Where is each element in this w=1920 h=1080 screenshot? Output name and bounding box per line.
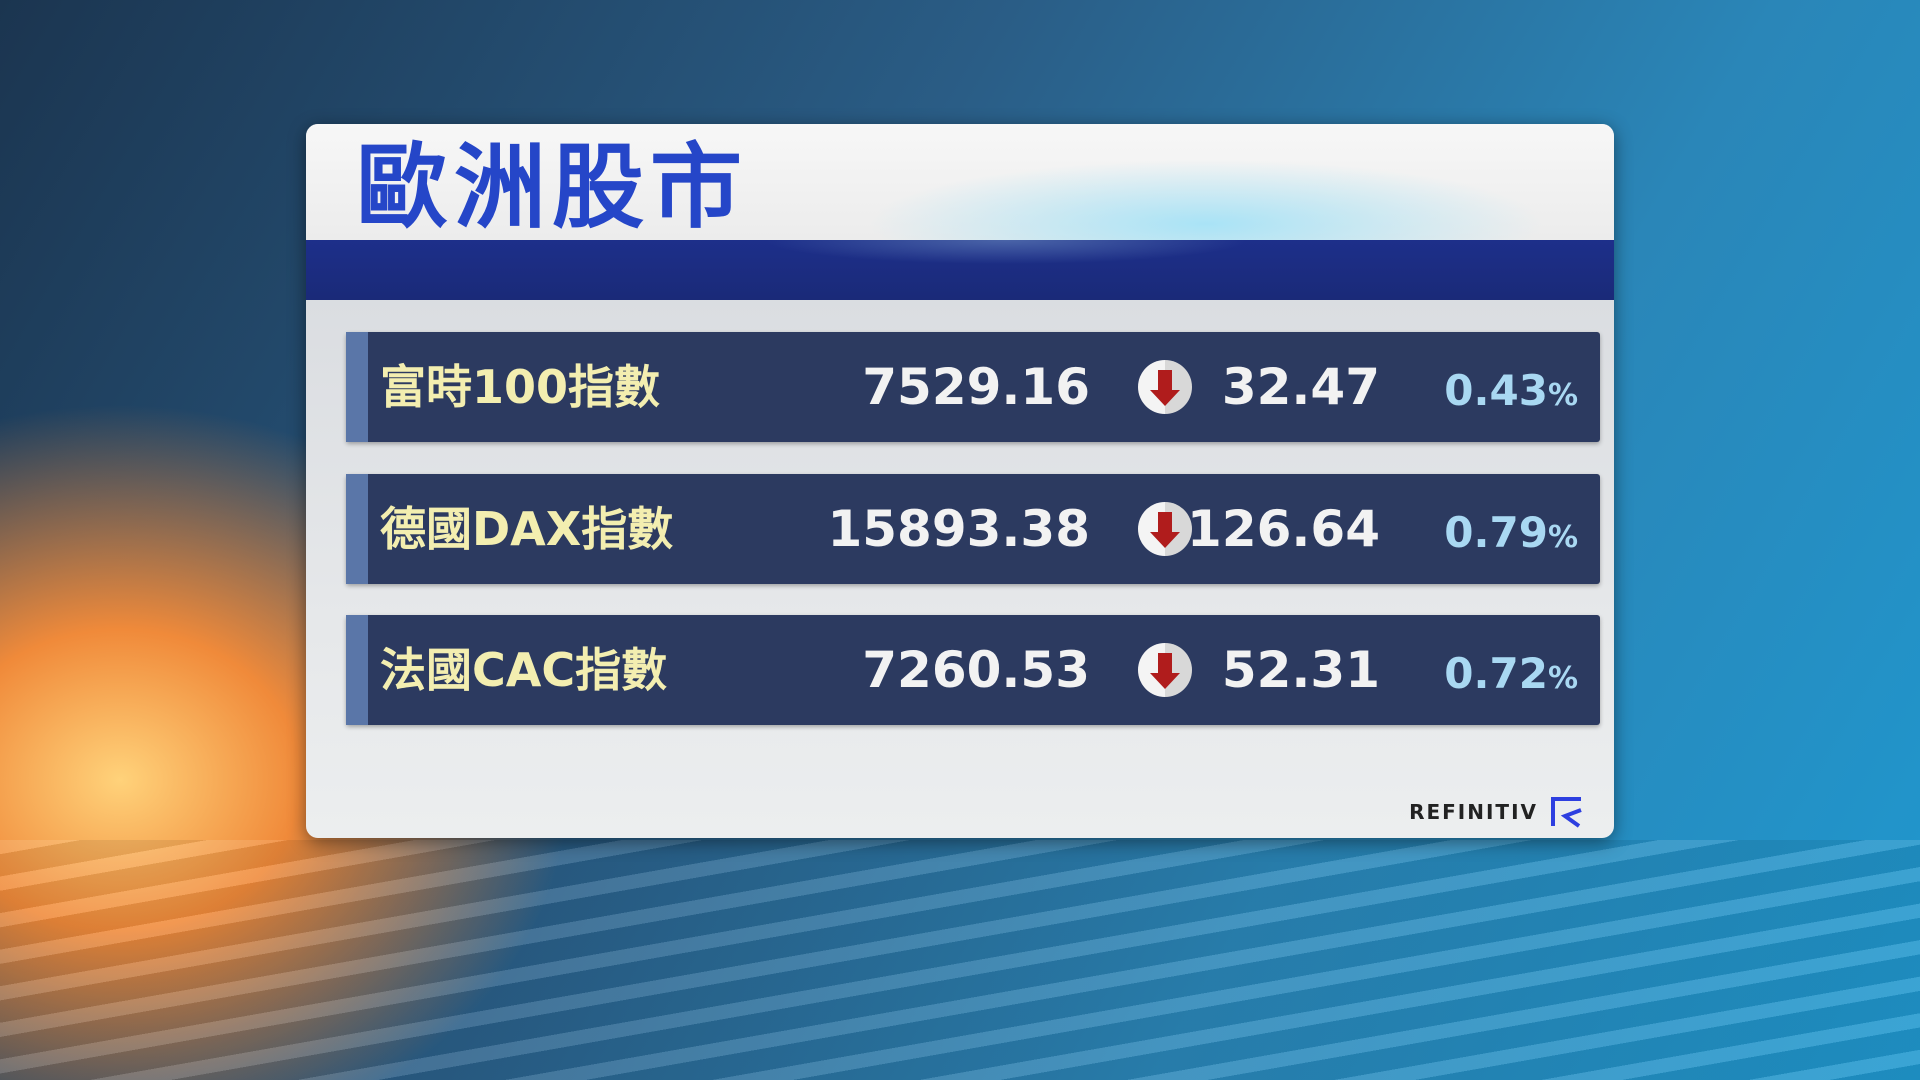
title-underline-band xyxy=(306,240,1614,300)
index-change: 52.31 xyxy=(1221,641,1380,699)
index-name: 富時100指數 xyxy=(380,360,661,414)
row-accent xyxy=(346,615,368,725)
market-panel: 歐洲股市 富時100指數 7529.16 32.47 0.43% 德國DAX指數… xyxy=(306,124,1614,838)
row-accent xyxy=(346,474,368,584)
title-band: 歐洲股市 xyxy=(306,124,1614,240)
percent-sign: % xyxy=(1547,661,1578,696)
source-logo: REFINITIV xyxy=(1409,796,1584,828)
index-percent: 0.72% xyxy=(1444,647,1578,706)
down-arrow-icon xyxy=(1138,643,1192,697)
index-value: 7260.53 xyxy=(862,641,1090,699)
percent-value: 0.72 xyxy=(1444,649,1548,698)
index-row: 法國CAC指數 7260.53 52.31 0.72% xyxy=(346,615,1600,725)
percent-sign: % xyxy=(1547,520,1578,555)
index-row: 富時100指數 7529.16 32.47 0.43% xyxy=(346,332,1600,442)
row-accent xyxy=(346,332,368,442)
index-change: 126.64 xyxy=(1187,500,1380,558)
index-name: 德國DAX指數 xyxy=(380,502,674,556)
page-title: 歐洲股市 xyxy=(356,134,749,241)
percent-value: 0.79 xyxy=(1444,508,1548,557)
index-percent: 0.79% xyxy=(1444,506,1578,565)
index-percent: 0.43% xyxy=(1444,364,1578,423)
refinitiv-logo-icon xyxy=(1551,797,1582,828)
index-row: 德國DAX指數 15893.38 126.64 0.79% xyxy=(346,474,1600,584)
background-floor xyxy=(0,840,1920,1080)
percent-sign: % xyxy=(1547,378,1578,413)
index-value: 7529.16 xyxy=(862,358,1090,416)
down-arrow-icon xyxy=(1138,360,1192,414)
percent-value: 0.43 xyxy=(1444,366,1548,415)
index-value: 15893.38 xyxy=(827,500,1090,558)
source-label: REFINITIV xyxy=(1409,800,1538,824)
index-name: 法國CAC指數 xyxy=(380,643,668,697)
index-change: 32.47 xyxy=(1221,358,1380,416)
down-arrow-icon xyxy=(1138,502,1192,556)
